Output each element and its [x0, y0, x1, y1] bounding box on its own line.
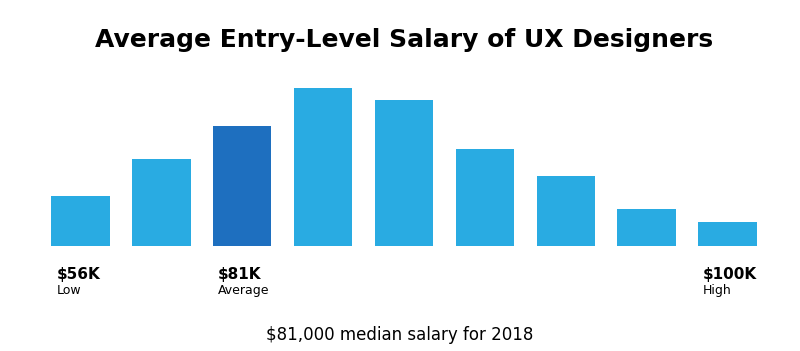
Title: Average Entry-Level Salary of UX Designers: Average Entry-Level Salary of UX Designe… [95, 27, 713, 52]
Text: Average: Average [218, 284, 270, 297]
Bar [132, 159, 190, 246]
Text: $100K: $100K [703, 267, 758, 282]
Bar [537, 176, 595, 246]
Bar [618, 209, 676, 246]
Text: $81,000 median salary for 2018: $81,000 median salary for 2018 [266, 326, 534, 344]
Text: Low: Low [56, 284, 81, 297]
Bar [456, 150, 514, 246]
Text: $56K: $56K [56, 267, 100, 282]
Bar [294, 88, 352, 246]
Bar [698, 223, 757, 246]
Text: High: High [703, 284, 732, 297]
Bar [213, 126, 271, 246]
Bar [375, 100, 433, 246]
Text: $81K: $81K [218, 267, 262, 282]
Bar [51, 196, 110, 246]
